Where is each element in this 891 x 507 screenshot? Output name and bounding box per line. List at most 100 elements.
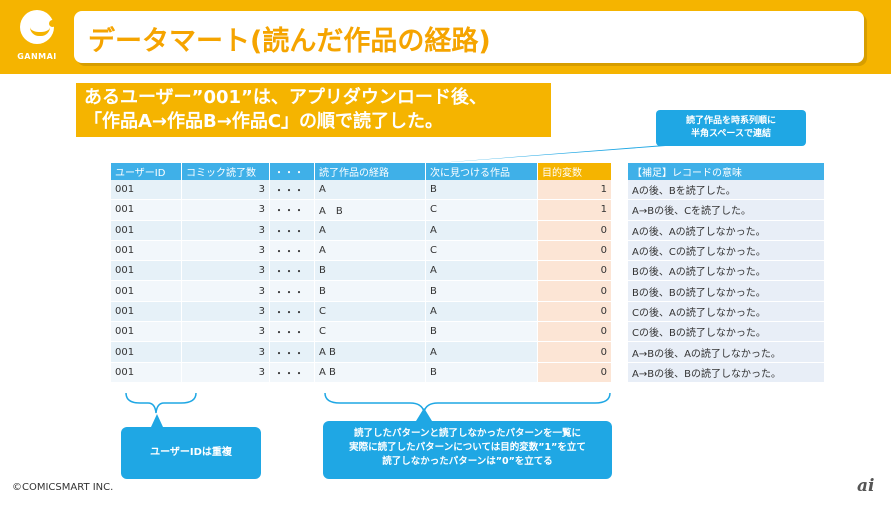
table-row: 001 3 ・・・ A A 0 [111, 220, 612, 241]
cell-ellipsis: ・・・ [270, 180, 315, 201]
cell-target: 0 [538, 301, 612, 323]
col-read-path: 読了作品の経路 [315, 163, 426, 180]
cell-read-path: B [315, 281, 426, 302]
cell-user-id: 001 [111, 200, 182, 221]
logo-eye [49, 20, 56, 27]
side-table-row: Aの後、Bを読了した。 [628, 180, 824, 201]
callout-target-variable: 読了したパターンと読了しなかったパターンを一覧に 実際に読了したパターンについて… [323, 421, 612, 479]
cell-next-work: A [426, 342, 538, 363]
cell-next-work: B [426, 180, 538, 201]
cell-target: 0 [538, 220, 612, 241]
callout-target-line-1: 読了したパターンと読了しなかったパターンを一覧に [353, 428, 582, 439]
page-title: データマート(読んだ作品の経路) [88, 26, 491, 57]
cell-next-work: A [426, 261, 538, 282]
cell-read-path: C [315, 322, 426, 343]
cell-ellipsis: ・・・ [270, 220, 315, 241]
cell-target: 0 [538, 240, 612, 262]
col-user-id: ユーザーID [111, 163, 182, 180]
cell-comic-count: 3 [182, 200, 270, 221]
cell-ellipsis: ・・・ [270, 301, 315, 323]
table-row: 001 3 ・・・ A B A 0 [111, 342, 612, 363]
table-row: 001 3 ・・・ C B 0 [111, 322, 612, 343]
side-table-row: Bの後、Bの読了しなかった。 [628, 281, 824, 302]
cell-next-work: C [426, 240, 538, 262]
data-mart-table: ユーザーID コミック読了数 ・・・ 読了作品の経路 次に見つける作品 目的変数… [111, 163, 612, 383]
note-box: あるユーザー”001”は、アプリダウンロード後、 「作品A→作品B→作品C」の順… [76, 83, 551, 137]
table-row: 001 3 ・・・ A B 1 [111, 180, 612, 201]
brace-user-id [125, 392, 197, 414]
cell-meaning: Cの後、Bの読了しなかった。 [628, 322, 824, 343]
cell-next-work: B [426, 362, 538, 383]
cell-target: 1 [538, 180, 612, 201]
logo-mouth [30, 27, 50, 36]
table-row: 001 3 ・・・ B B 0 [111, 281, 612, 302]
side-table-row: Bの後、Aの読了しなかった。 [628, 261, 824, 282]
cell-comic-count: 3 [182, 261, 270, 282]
col-comic-count: コミック読了数 [182, 163, 270, 180]
logo-text: GANMAI [17, 52, 57, 61]
cell-meaning: Bの後、Aの読了しなかった。 [628, 261, 824, 282]
cell-next-work: A [426, 301, 538, 323]
ganmai-logo: GANMAI [6, 8, 68, 68]
cell-ellipsis: ・・・ [270, 200, 315, 221]
cell-read-path: A B [315, 342, 426, 363]
cell-comic-count: 3 [182, 180, 270, 201]
record-meaning-table: 【補足】レコードの意味 Aの後、Bを読了した。 A→Bの後、Cを読了した。 Aの… [628, 163, 824, 383]
cell-meaning: Aの後、Cの読了しなかった。 [628, 240, 824, 262]
table-header-row: ユーザーID コミック読了数 ・・・ 読了作品の経路 次に見つける作品 目的変数 [111, 163, 612, 180]
note-line-1: あるユーザー”001”は、アプリダウンロード後、 [84, 87, 487, 108]
cell-comic-count: 3 [182, 240, 270, 262]
col-record-meaning: 【補足】レコードの意味 [628, 163, 824, 180]
note-line-2: 「作品A→作品B→作品C」の順で読了した。 [84, 111, 444, 132]
callout-user-id-duplicate: ユーザーIDは重複 [121, 427, 261, 479]
cell-next-work: C [426, 200, 538, 221]
cell-comic-count: 3 [182, 301, 270, 323]
cell-meaning: A→Bの後、Bの読了しなかった。 [628, 362, 824, 383]
cell-user-id: 001 [111, 180, 182, 201]
callout-pointer-left [151, 414, 163, 427]
cell-read-path: B [315, 261, 426, 282]
cell-meaning: A→Bの後、Aの読了しなかった。 [628, 342, 824, 363]
title-box: データマート(読んだ作品の経路) [74, 11, 864, 63]
col-ellipsis: ・・・ [270, 163, 315, 180]
cell-ellipsis: ・・・ [270, 240, 315, 262]
cell-read-path: A B [315, 200, 426, 221]
cell-next-work: B [426, 322, 538, 343]
callout-concat-line-2: 半角スペースで連結 [691, 129, 771, 139]
cell-target: 0 [538, 322, 612, 343]
brace-pattern [324, 392, 611, 413]
callout-target-line-2: 実際に読了したパターンについては目的変数”1”を立て [349, 442, 586, 453]
table-row: 001 3 ・・・ A B C 1 [111, 200, 612, 221]
side-table-row: A→Bの後、Aの読了しなかった。 [628, 342, 824, 363]
cell-ellipsis: ・・・ [270, 362, 315, 383]
cell-user-id: 001 [111, 220, 182, 241]
cell-meaning: Bの後、Bの読了しなかった。 [628, 281, 824, 302]
cell-user-id: 001 [111, 362, 182, 383]
callout-concat-line-1: 読了作品を時系列順に [685, 116, 776, 126]
cell-user-id: 001 [111, 261, 182, 282]
cell-meaning: Cの後、Aの読了しなかった。 [628, 301, 824, 323]
cell-meaning: A→Bの後、Cを読了した。 [628, 200, 824, 221]
side-table-row: A→Bの後、Bの読了しなかった。 [628, 362, 824, 383]
cell-read-path: A [315, 180, 426, 201]
cell-comic-count: 3 [182, 322, 270, 343]
brand-logo: ai [857, 476, 875, 496]
cell-read-path: A [315, 240, 426, 262]
copyright-text: ©COMICSMART INC. [12, 482, 114, 493]
cell-user-id: 001 [111, 240, 182, 262]
callout-concat: 読了作品を時系列順に 半角スペースで連結 [656, 110, 806, 146]
cell-read-path: C [315, 301, 426, 323]
cell-read-path: A [315, 220, 426, 241]
col-next-work: 次に見つける作品 [426, 163, 538, 180]
cell-comic-count: 3 [182, 220, 270, 241]
table-row: 001 3 ・・・ A B B 0 [111, 362, 612, 383]
cell-target: 0 [538, 362, 612, 383]
side-table-row: Aの後、Aの読了しなかった。 [628, 220, 824, 241]
side-table-header-row: 【補足】レコードの意味 [628, 163, 824, 180]
cell-target: 0 [538, 281, 612, 302]
cell-comic-count: 3 [182, 342, 270, 363]
cell-next-work: A [426, 220, 538, 241]
cell-target: 0 [538, 261, 612, 282]
cell-user-id: 001 [111, 342, 182, 363]
